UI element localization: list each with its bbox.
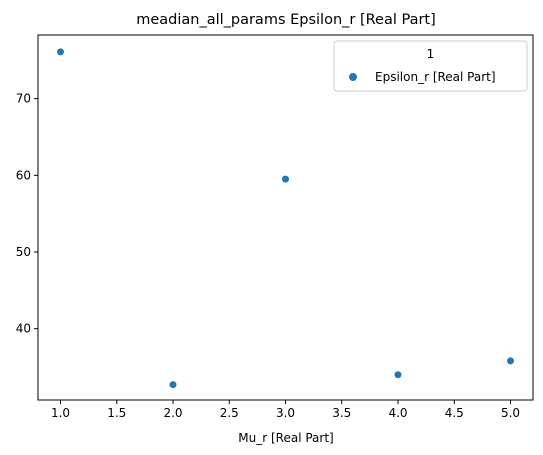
legend: 1 Epsilon_r [Real Part]: [333, 40, 528, 92]
x-tick-label: 1.0: [51, 406, 70, 420]
y-tick-label: 50: [16, 245, 31, 259]
legend-title: 1: [427, 47, 435, 61]
scatter-point: [282, 175, 289, 183]
scatter-point: [394, 371, 402, 379]
scatter-point: [169, 381, 177, 389]
y-tick-label: 60: [16, 168, 31, 182]
x-tick-label: 3.5: [332, 406, 351, 420]
x-tick-label: 2.5: [220, 406, 239, 420]
y-axis-ticks: 40 50 60 70: [16, 92, 38, 336]
x-axis-label: Mu_r [Real Part]: [238, 431, 333, 445]
y-tick-label: 40: [16, 322, 31, 336]
x-tick-label: 3.0: [276, 406, 295, 420]
x-tick-label: 1.5: [107, 406, 126, 420]
scatter-point: [57, 48, 64, 56]
x-tick-label: 2.0: [163, 406, 182, 420]
legend-entry-label: Epsilon_r [Real Part]: [375, 70, 496, 84]
x-tick-label: 4.5: [445, 406, 464, 420]
x-tick-label: 5.0: [501, 406, 520, 420]
x-tick-label: 4.0: [388, 406, 407, 420]
chart-title: meadian_all_params Epsilon_r [Real Part]: [136, 12, 436, 28]
legend-marker: [349, 73, 357, 81]
y-tick-label: 70: [16, 92, 31, 106]
scatter-points: [57, 48, 514, 389]
legend-box: [333, 40, 528, 92]
x-axis-ticks: 1.0 1.5 2.0 2.5 3.0 3.5 4.0 4.5 5.0: [51, 400, 520, 420]
scatter-point: [507, 357, 514, 365]
